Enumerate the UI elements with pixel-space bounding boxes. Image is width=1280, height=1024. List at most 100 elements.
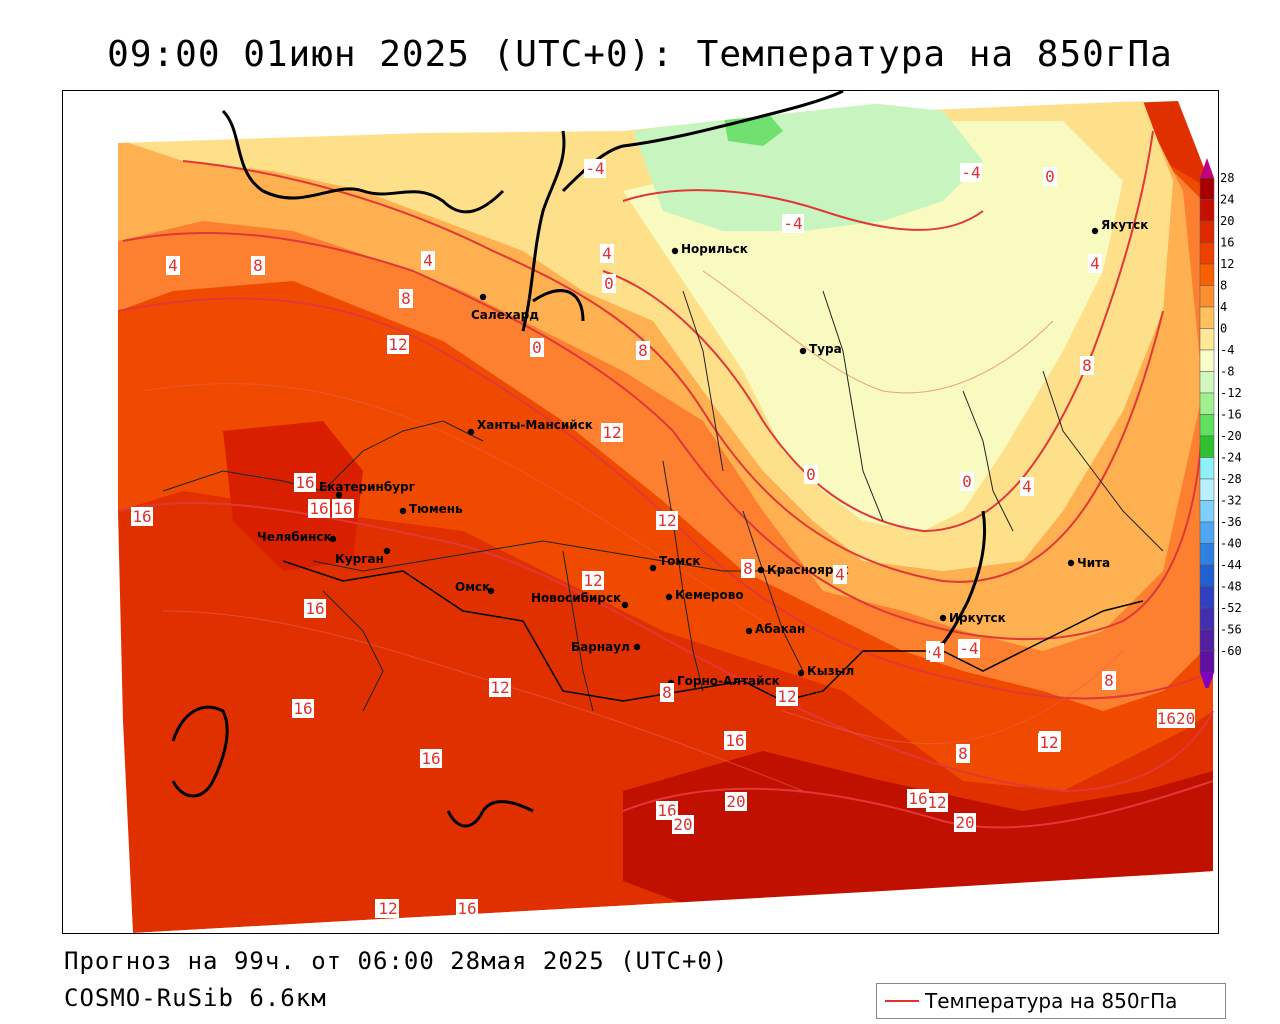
city-15: Красноярск	[757, 563, 849, 577]
colorbar-tick-label: -40	[1220, 537, 1242, 551]
isotherm-label-text: 0	[1045, 167, 1055, 186]
isotherm-label-text: 4	[423, 251, 433, 270]
isotherm-label-bg	[420, 749, 442, 768]
city-name-label: Томск	[659, 554, 701, 568]
colorbar-tick-label: 20	[1220, 214, 1234, 228]
isotherm-line	[622, 189, 984, 231]
isotherm-contours	[117, 130, 1214, 829]
isotherm-label-bg	[907, 789, 929, 808]
isotherm-label: 0	[804, 465, 818, 484]
colorbar-tick-label: -16	[1220, 408, 1242, 422]
isotherm-label-text: 12	[927, 793, 946, 812]
city-name-label: Курган	[335, 552, 384, 566]
isotherm-label: 12	[776, 687, 798, 706]
colorbar-swatch	[1199, 285, 1215, 308]
city-9: Курган	[335, 547, 391, 566]
temperature-fill	[63, 91, 1218, 933]
colorbar-swatch	[1199, 242, 1215, 265]
colorbar-swatch	[1199, 457, 1215, 480]
coastline-baikal	[934, 510, 987, 653]
city-markers: Якутск Норильск Салехард Тура Ханты-Мансийск…	[257, 218, 1148, 688]
isotherm-label: 0	[530, 338, 544, 357]
colorbar-swatch	[1199, 220, 1215, 243]
field-hot-south	[623, 751, 1213, 911]
isotherm-label-text: -4	[959, 639, 978, 658]
coastline-west	[221, 109, 505, 214]
city-2: Норильск	[671, 242, 748, 256]
colorbar-swatch	[1199, 392, 1215, 415]
isotherm-label: 12	[582, 571, 604, 590]
isotherm-label-bg	[1088, 254, 1102, 273]
coastline-caspian	[171, 705, 229, 798]
isotherm-label-bg	[1020, 477, 1034, 496]
isotherm-label-text: 4	[1090, 254, 1100, 273]
isotherm-label: 1620	[1157, 709, 1196, 728]
isotherm-label-text: 16	[457, 899, 476, 918]
isotherm-minor-contours	[142, 270, 1124, 792]
city-7: Тюмень	[399, 502, 463, 516]
isotherm-label: 4	[1088, 254, 1102, 273]
isotherm-label-text: 16	[305, 599, 324, 618]
isotherm-label: -4	[960, 163, 982, 182]
city-marker-dot	[1091, 227, 1099, 235]
city-marker-dot	[799, 347, 807, 355]
isotherm-label: 16	[292, 699, 314, 718]
colorbar-tick-label: -32	[1220, 494, 1242, 508]
isotherm-label-bg	[636, 341, 650, 360]
colorbar-swatch	[1199, 607, 1215, 630]
isotherm-minor-line	[702, 270, 1054, 394]
isotherm-label-text: 1620	[1157, 709, 1196, 728]
colorbar-bottom-arrow	[1200, 672, 1214, 688]
isotherm-label-text: -4	[783, 214, 802, 233]
colorbar-swatch	[1199, 500, 1215, 523]
colorbar-swatch	[1199, 414, 1215, 437]
isotherm-label: 12	[656, 511, 678, 530]
isotherm-label: 16	[304, 599, 326, 618]
isotherm-value-labels: -40-448481204812016161612812128440121616…	[131, 159, 1218, 918]
isotherm-label-text: 0	[532, 338, 542, 357]
city-marker-dot	[335, 491, 343, 499]
city-marker-dot	[383, 547, 391, 555]
isotherm-label-bg	[776, 687, 798, 706]
city-marker-dot	[633, 643, 641, 651]
colorbar-swatch	[1199, 435, 1215, 458]
city-10: Омск	[455, 580, 495, 595]
city-marker-dot	[665, 593, 673, 601]
isotherm-label-text: 16	[309, 499, 328, 518]
isotherm-label-text: 12	[490, 678, 509, 697]
coastlines	[171, 91, 987, 828]
border-line	[742, 510, 804, 672]
city-marker-dot	[487, 587, 495, 595]
city-marker-dot	[745, 627, 753, 635]
city-name-label: Новосибирск	[531, 591, 621, 605]
isotherm-label: -4	[584, 159, 606, 178]
isotherm-label-bg	[421, 251, 435, 270]
colorbar-tick-label: 16	[1220, 236, 1234, 250]
isotherm-label-bg	[584, 159, 606, 178]
colorbar-tick-label: -24	[1220, 451, 1242, 465]
admin-borders	[162, 290, 1164, 712]
isotherm-label-bg	[672, 815, 694, 834]
isotherm-label: 16	[724, 731, 746, 750]
isotherm-label: 0	[960, 472, 974, 491]
colorbar-tick-label: 24	[1220, 193, 1234, 207]
temperature-map: Якутск Норильск Салехард Тура Ханты-Мансийск…	[63, 91, 1218, 933]
city-marker-dot	[757, 566, 765, 574]
isotherm-label-text: 4	[168, 256, 178, 275]
isotherm-label-bg	[660, 683, 674, 702]
colorbar-swatch	[1199, 177, 1215, 200]
isotherm-label: 4	[1020, 477, 1034, 496]
isotherm-label-bg	[399, 289, 413, 308]
isotherm-label: 4	[930, 643, 944, 662]
colorbar-swatch	[1199, 478, 1215, 501]
isotherm-label-bg	[530, 338, 544, 357]
isotherm-label-bg	[960, 472, 974, 491]
city-name-label: Красноярск	[767, 563, 849, 577]
isotherm-label: 16	[420, 749, 442, 768]
city-name-label: Тюмень	[409, 502, 463, 516]
city-marker-dot	[399, 507, 407, 515]
city-marker-dot	[797, 669, 805, 677]
isotherm-line	[182, 160, 1164, 583]
isotherm-label: 8	[636, 341, 650, 360]
isotherm-line	[602, 130, 1154, 533]
